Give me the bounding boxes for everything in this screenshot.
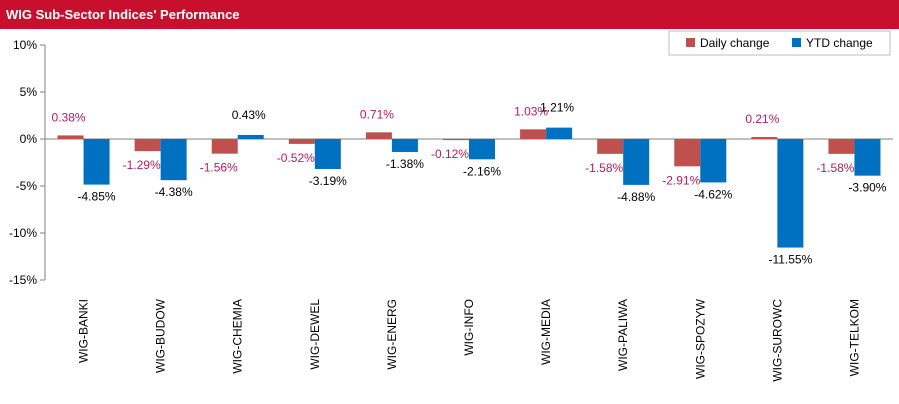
y-tick-label: -15% [9, 273, 37, 287]
daily-change-bar [828, 139, 855, 154]
daily-change-label: -0.52% [277, 151, 315, 165]
daily-change-label: 1.03% [514, 104, 548, 118]
category-label: WIG-BANKI [77, 299, 91, 363]
ytd-change-bar [391, 139, 418, 152]
category-label: WIG-CHEMIA [231, 299, 245, 374]
ytd-change-label: -4.85% [78, 190, 116, 204]
ytd-change-label: -11.55% [768, 253, 812, 267]
legend-entry: YTD change [806, 36, 873, 50]
ytd-change-bar [237, 134, 264, 139]
bar-chart: 10% 5% 0% -5% -10% -15% 0.38% -4.85% -1.29% -4.3… [9, 30, 893, 382]
daily-change-label: 0.38% [52, 110, 86, 124]
legend: Daily change YTD change [668, 30, 891, 56]
category-label: WIG-BUDOW [154, 298, 168, 373]
category-label: WIG-MEDIA [539, 299, 553, 365]
ytd-change-bar [700, 139, 727, 183]
ytd-change-bar [623, 139, 650, 185]
chart-title: WIG Sub-Sector Indices' Performance [6, 7, 240, 22]
daily-change-bar [520, 129, 547, 139]
ytd-change-bar [160, 139, 187, 181]
y-tick-label: 10% [13, 38, 37, 52]
daily-change-bar [211, 139, 238, 154]
daily-change-bar [134, 139, 161, 152]
legend-box [668, 30, 891, 56]
legend-entry: Daily change [700, 36, 770, 50]
daily-change-bar [288, 139, 315, 144]
ytd-change-label: -3.90% [848, 181, 886, 195]
daily-change-label: -2.91% [662, 173, 700, 187]
ytd-change-label: -4.88% [617, 190, 655, 204]
data-labels: 0.38% -4.85% -1.29% -4.38% -1.56% 0.43% -0.52%… [52, 101, 887, 267]
bars [57, 127, 881, 248]
daily-change-label: -0.12% [431, 147, 469, 161]
ytd-change-bar [777, 139, 804, 248]
ytd-change-label: -4.38% [155, 185, 193, 199]
chart-title-bar: WIG Sub-Sector Indices' Performance [0, 0, 899, 29]
daily-change-label: 0.71% [360, 107, 394, 121]
category-label: WIG-SPOZYW [693, 298, 707, 379]
daily-change-label: -1.29% [123, 158, 161, 172]
daily-change-label: -1.58% [585, 161, 623, 175]
category-label: WIG-ENERG [385, 299, 399, 370]
legend-swatch [792, 38, 801, 47]
category-labels: WIG-BANKI WIG-BUDOW WIG-CHEMIA WIG-DEWEL WIG… [77, 298, 862, 381]
ytd-change-bar [314, 139, 341, 169]
category-label: WIG-INFO [462, 299, 476, 356]
category-label: WIG-PALIWA [616, 299, 630, 371]
y-tick-label: 0% [20, 132, 38, 146]
y-tick-label: -10% [9, 226, 37, 240]
category-label: WIG-DEWEL [308, 299, 322, 370]
ytd-change-bar [546, 127, 573, 139]
daily-change-label: -1.56% [200, 161, 238, 175]
y-tick-label: -5% [16, 179, 38, 193]
category-label: WIG-TELKOM [847, 299, 861, 376]
ytd-change-label: -1.38% [386, 157, 424, 171]
daily-change-bar [57, 135, 84, 139]
ytd-change-label: -3.19% [309, 174, 347, 188]
ytd-change-label: 0.43% [232, 108, 266, 122]
y-tick-label: 5% [20, 85, 38, 99]
daily-change-bar [674, 139, 701, 167]
daily-change-bar [365, 132, 392, 139]
ytd-change-label: -2.16% [463, 164, 501, 178]
category-label: WIG-SUROWC [770, 299, 784, 382]
ytd-change-bar [83, 139, 110, 185]
daily-change-label: -1.58% [816, 161, 854, 175]
ytd-change-label: -4.62% [694, 187, 732, 201]
daily-change-label: 0.21% [745, 112, 779, 126]
daily-change-bar [597, 139, 624, 154]
daily-change-bar [443, 139, 469, 141]
daily-change-bar [751, 137, 778, 139]
ytd-change-bar [854, 139, 881, 176]
ytd-change-bar [469, 139, 495, 160]
legend-swatch [686, 38, 695, 47]
ytd-change-label: 1.21% [540, 101, 574, 115]
